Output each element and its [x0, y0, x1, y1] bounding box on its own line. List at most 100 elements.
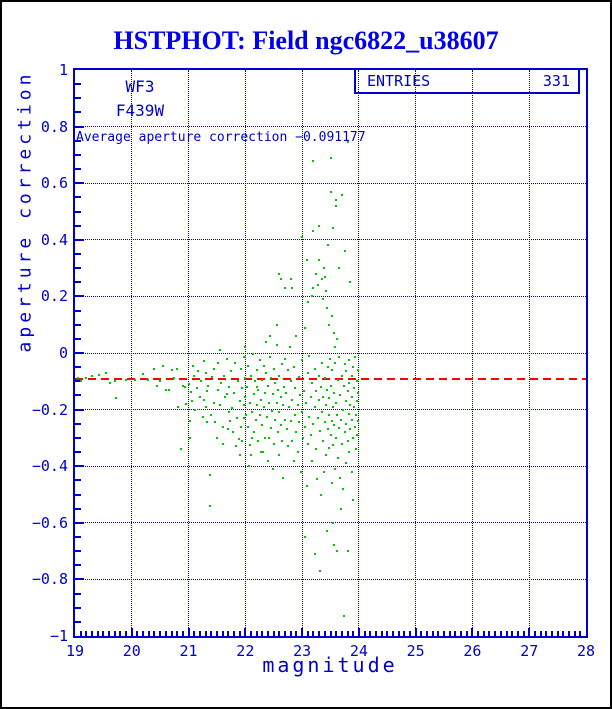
x-tick — [516, 631, 519, 636]
x-tick — [369, 631, 372, 636]
average-correction-line — [75, 377, 586, 380]
data-point — [334, 361, 337, 364]
x-tick — [567, 631, 570, 636]
data-point — [217, 361, 220, 364]
data-point — [210, 414, 213, 417]
data-point — [248, 465, 251, 468]
x-tick — [295, 631, 298, 636]
data-point — [238, 453, 241, 456]
y-tick — [75, 436, 81, 439]
data-point — [351, 418, 354, 421]
y-tick — [75, 564, 81, 567]
data-point — [298, 376, 301, 379]
y-gridline — [75, 522, 586, 524]
data-point — [164, 388, 167, 391]
data-point — [320, 411, 323, 414]
y-tick — [75, 451, 81, 454]
x-tick-label: 24 — [349, 642, 368, 660]
data-point — [356, 368, 359, 371]
data-point — [205, 371, 208, 374]
x-tick — [267, 631, 270, 636]
x-tick — [465, 631, 468, 636]
data-point — [261, 424, 264, 427]
data-point — [243, 404, 246, 407]
data-point — [209, 504, 212, 507]
x-tick-label: 28 — [576, 642, 596, 660]
x-tick — [539, 631, 542, 636]
data-point — [346, 550, 349, 553]
data-point — [244, 377, 247, 380]
data-point — [318, 258, 321, 261]
data-point — [353, 387, 356, 390]
data-point — [285, 428, 288, 431]
data-point — [333, 544, 336, 547]
x-tick — [505, 631, 508, 636]
data-point — [247, 364, 250, 367]
data-point — [341, 487, 344, 490]
x-tick — [108, 631, 111, 636]
data-point — [328, 357, 331, 360]
data-point — [230, 370, 233, 373]
data-point — [267, 436, 270, 439]
data-point — [292, 366, 295, 369]
x-tick — [272, 631, 275, 636]
data-point — [184, 385, 187, 388]
data-point — [343, 363, 346, 366]
data-point — [291, 398, 294, 401]
data-point — [274, 381, 277, 384]
data-point — [348, 381, 351, 384]
data-point — [197, 370, 200, 373]
data-point — [248, 401, 251, 404]
x-tick — [374, 631, 377, 636]
x-tick — [335, 631, 338, 636]
x-tick — [522, 631, 525, 636]
data-point — [241, 439, 244, 442]
data-point — [318, 224, 321, 227]
data-point — [288, 346, 291, 349]
data-point — [344, 400, 347, 403]
data-point — [332, 391, 335, 394]
x-tick — [482, 631, 485, 636]
x-tick — [85, 631, 88, 636]
data-point — [190, 390, 193, 393]
data-point — [322, 395, 325, 398]
x-tick — [499, 631, 502, 636]
x-tick — [215, 631, 218, 636]
data-point — [335, 401, 338, 404]
y-tick-label: 0.4 — [40, 230, 68, 249]
data-point — [211, 376, 214, 379]
y-tick — [75, 224, 81, 227]
y-tick — [75, 507, 81, 510]
x-tick — [454, 631, 457, 636]
data-point — [328, 323, 331, 326]
data-point — [312, 159, 315, 162]
x-tick — [391, 631, 394, 636]
data-point — [250, 374, 252, 377]
data-point — [315, 448, 318, 451]
y-tick — [75, 196, 81, 199]
x-tick-label: 19 — [65, 642, 85, 660]
data-point — [208, 473, 211, 476]
data-point — [262, 364, 265, 367]
x-tick — [380, 631, 383, 636]
y-tick — [75, 153, 81, 156]
data-point — [339, 394, 342, 397]
data-point — [356, 434, 359, 437]
y-tick-label: −0.8 — [31, 570, 68, 589]
data-point — [189, 419, 192, 422]
x-tick — [511, 631, 514, 636]
data-point — [341, 408, 344, 411]
data-point — [284, 418, 287, 421]
x-tick — [437, 631, 440, 636]
y-tick — [75, 592, 81, 595]
data-point — [301, 411, 304, 414]
data-point — [320, 361, 323, 364]
data-point — [335, 199, 338, 202]
y-tick — [75, 550, 81, 553]
data-point — [353, 405, 356, 408]
data-point — [319, 493, 322, 496]
y-tick-label: −0.4 — [31, 457, 68, 476]
y-tick — [75, 182, 84, 185]
data-point — [349, 428, 352, 431]
y-tick-label: 0.8 — [40, 117, 68, 136]
